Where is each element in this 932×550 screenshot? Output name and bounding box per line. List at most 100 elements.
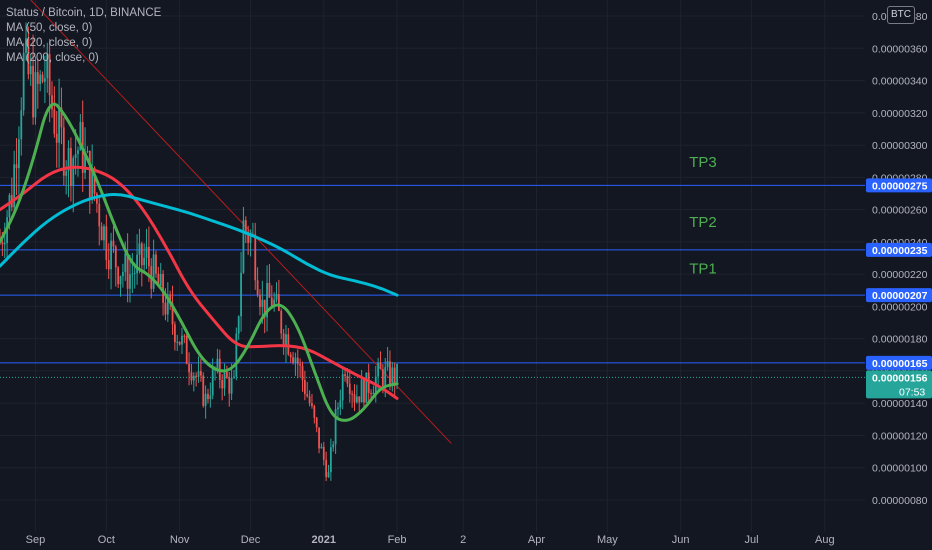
candle-body	[315, 417, 318, 428]
candle-body	[3, 243, 6, 245]
candle-body	[32, 65, 34, 118]
candle-body	[162, 274, 164, 303]
price-tick-label: 0.00000340	[872, 76, 928, 88]
candle-body	[15, 164, 18, 169]
price-axis: 0.00000080 0.00000100 0.00000120 0.00000140…	[865, 0, 932, 550]
target-label-tp2: TP2	[689, 214, 717, 231]
candle-body	[339, 400, 342, 408]
time-tick-label: 2	[460, 534, 466, 546]
candle-body	[181, 335, 183, 345]
time-tick-label: Dec	[241, 534, 261, 546]
price-tick-label: 0.00000360	[872, 43, 928, 55]
candle-body	[266, 282, 268, 318]
candle-body	[18, 139, 20, 169]
ma20-legend: MA (20, close, 0)	[6, 37, 93, 49]
candle-body	[237, 316, 240, 334]
candle-body	[244, 220, 247, 232]
ma200-line	[0, 193, 399, 297]
candle-body	[282, 333, 285, 347]
candle-body	[155, 254, 157, 274]
ma50-legend: MA (50, close, 0)	[6, 22, 93, 34]
candle-body	[389, 361, 391, 386]
candle-body	[98, 203, 101, 227]
symbol-title: Status / Bitcoin, 1D, BINANCE	[6, 7, 162, 19]
candle-body	[25, 38, 27, 53]
candle-body	[261, 299, 264, 308]
candle-body	[346, 375, 349, 384]
time-tick-label: Nov	[170, 534, 190, 546]
candle-body	[105, 226, 108, 261]
candle-body	[294, 357, 297, 363]
last-price-tag	[866, 370, 932, 399]
candle-body	[379, 362, 382, 370]
candle-body	[91, 167, 94, 201]
candle-body	[41, 74, 44, 82]
candle-body	[93, 167, 96, 194]
candle-body	[263, 299, 266, 318]
candles	[0, 22, 398, 481]
candle-body	[131, 273, 134, 275]
candle-body	[126, 253, 129, 289]
candle-body	[136, 254, 138, 274]
candle-body	[34, 72, 37, 118]
candle-body	[140, 243, 143, 266]
candle-body	[230, 377, 233, 394]
candle-body	[72, 158, 75, 186]
candle-body	[277, 294, 280, 311]
candle-body	[221, 379, 224, 389]
price-tick-label: 0.00000120	[872, 430, 928, 442]
candle-body	[192, 375, 195, 381]
price-tick-label: 0.00000100	[872, 463, 928, 475]
price-tick-label: 0.00000260	[872, 205, 928, 217]
target-label-tp3: TP3	[689, 154, 717, 171]
candle-body	[225, 371, 228, 378]
candle-body	[209, 395, 212, 400]
level-price-tag	[866, 355, 932, 370]
candle-body	[51, 95, 53, 110]
candle-body	[337, 407, 339, 410]
ma200-legend: MA (200, close, 0)	[6, 52, 99, 64]
countdown-label: 07:53	[899, 386, 925, 398]
candle-body	[159, 274, 162, 286]
candle-body	[29, 65, 32, 75]
candle-body	[367, 372, 370, 393]
candle-body	[36, 72, 39, 84]
candle-body	[287, 334, 290, 355]
candle-body	[114, 246, 117, 268]
candle-body	[351, 393, 354, 395]
candle-body	[353, 394, 356, 403]
candle-body	[360, 379, 363, 403]
candle-body	[384, 367, 387, 386]
candle-body	[166, 294, 169, 315]
candle-body	[48, 53, 51, 96]
candle-body	[348, 383, 351, 394]
candle-body	[280, 310, 283, 334]
price-tick-label: 0.00000180	[872, 334, 928, 346]
candle-body	[13, 164, 16, 208]
candle-body	[254, 234, 257, 281]
candle-body	[152, 254, 155, 289]
candle-body	[44, 78, 46, 82]
candle-body	[292, 357, 294, 363]
candle-body	[164, 302, 167, 315]
currency-badge[interactable]: BTC	[887, 6, 915, 24]
candle-body	[249, 234, 252, 243]
candle-body	[119, 276, 122, 285]
candle-body	[247, 231, 250, 243]
candle-body	[235, 333, 238, 377]
price-tick-label: 0.00000140	[872, 398, 928, 410]
candle-body	[62, 127, 65, 176]
candle-body	[289, 354, 292, 358]
candle-body	[95, 193, 98, 204]
candle-body	[344, 374, 346, 376]
candle-body	[67, 147, 70, 171]
candle-body	[370, 392, 372, 395]
candle-body	[110, 240, 112, 270]
candle-body	[216, 358, 219, 369]
candle-body	[188, 363, 190, 373]
candle-body	[322, 446, 325, 460]
candle-body	[133, 273, 136, 275]
candle-body	[65, 170, 68, 176]
